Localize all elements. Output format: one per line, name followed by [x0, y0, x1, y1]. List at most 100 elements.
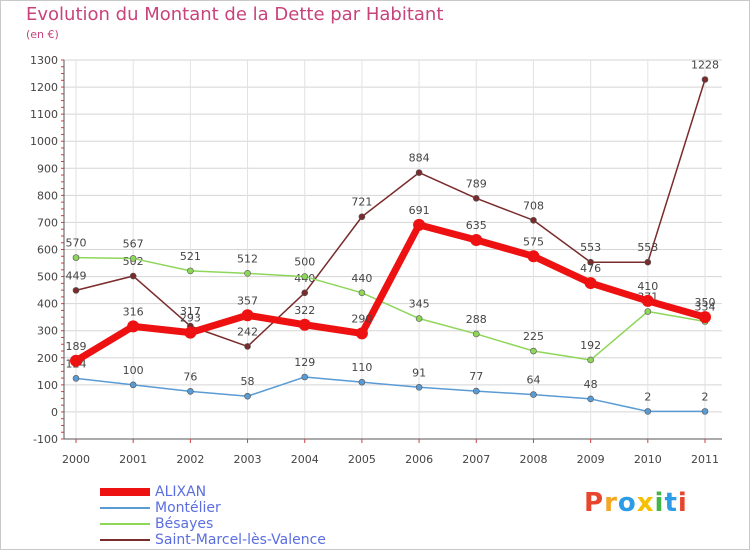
- y-tick-label: 500: [37, 271, 58, 284]
- data-label: 708: [523, 199, 544, 212]
- y-tick-label: 1100: [30, 108, 58, 121]
- chart-title: Evolution du Montant de la Dette par Hab…: [26, 4, 444, 25]
- data-label: 440: [351, 272, 372, 285]
- data-point: [472, 387, 480, 395]
- data-point: [72, 287, 80, 294]
- data-point: [587, 258, 594, 266]
- data-point: [127, 320, 140, 333]
- data-point: [415, 383, 423, 391]
- y-tick-label: 300: [37, 325, 58, 338]
- data-label: 129: [294, 356, 315, 369]
- data-label: 317: [180, 305, 201, 318]
- data-label: 242: [237, 325, 258, 338]
- data-label: 691: [409, 204, 430, 217]
- data-point: [355, 327, 368, 340]
- x-tick-label: 2008: [519, 453, 547, 466]
- y-tick-label: 1000: [30, 135, 58, 148]
- data-point: [187, 267, 194, 275]
- data-label: 553: [580, 241, 601, 254]
- data-label: 350: [695, 296, 716, 309]
- data-label: 635: [466, 219, 487, 232]
- data-label: 77: [469, 370, 483, 383]
- data-point: [129, 272, 137, 280]
- x-tick-label: 2002: [176, 453, 204, 466]
- line-chart: -100 0 100 200 300 400 500 600 700 800 900 1000 1100…: [30, 54, 722, 466]
- legend-label: Saint-Marcel-lès-Valence: [155, 532, 326, 548]
- data-point: [699, 311, 711, 324]
- logo-letter: t: [664, 488, 678, 518]
- data-point: [587, 356, 594, 364]
- y-tick-label: -100: [33, 433, 58, 446]
- data-point: [301, 273, 309, 280]
- x-tick-label: 2009: [577, 453, 605, 466]
- data-label: 290: [351, 312, 372, 325]
- y-tick-label: 700: [37, 216, 58, 229]
- data-point: [72, 254, 80, 261]
- data-label: 76: [183, 370, 197, 383]
- data-point: [298, 318, 311, 331]
- data-label: 48: [584, 378, 598, 391]
- data-point: [530, 391, 537, 398]
- data-label: 2: [644, 390, 651, 403]
- y-tick-label: 200: [37, 352, 58, 365]
- data-label: 192: [580, 339, 601, 352]
- series-line: [75, 256, 706, 361]
- x-tick-label: 2004: [291, 453, 319, 466]
- data-label: 721: [351, 196, 372, 209]
- legend-label: Bésayes: [155, 516, 214, 532]
- data-label: 789: [466, 177, 487, 190]
- data-point: [472, 195, 480, 202]
- legend-swatch: [100, 507, 150, 509]
- data-point: [70, 354, 82, 367]
- data-label: 189: [66, 340, 87, 353]
- x-tick-label: 2010: [634, 453, 662, 466]
- data-point: [587, 395, 594, 403]
- series-line: [75, 376, 705, 413]
- data-point: [358, 213, 366, 221]
- y-tick-label: 400: [37, 298, 58, 311]
- x-tick-label: 2007: [462, 453, 490, 466]
- data-label: 64: [526, 374, 540, 387]
- data-point: [641, 294, 654, 307]
- data-point: [358, 289, 366, 297]
- data-label: 521: [180, 250, 201, 263]
- data-point: [244, 343, 251, 350]
- data-point: [527, 250, 540, 263]
- logo-letter: i: [677, 488, 688, 518]
- data-label: 476: [580, 262, 601, 275]
- x-tick-label: 2001: [119, 453, 147, 466]
- data-label: 345: [409, 298, 430, 311]
- data-label: 567: [123, 237, 144, 250]
- data-label: 357: [237, 294, 258, 307]
- data-point: [244, 392, 251, 400]
- data-point: [301, 289, 309, 297]
- logo-letter: P: [584, 488, 605, 518]
- data-point: [470, 234, 483, 247]
- data-label: 575: [523, 235, 544, 248]
- data-point: [530, 216, 537, 224]
- logo-letter: r: [604, 488, 618, 518]
- y-tick-label: 0: [51, 406, 58, 419]
- data-point: [72, 375, 80, 382]
- x-tick-label: 2003: [234, 453, 262, 466]
- legend-label: Montélier: [155, 500, 221, 516]
- data-point: [584, 277, 597, 290]
- y-tick-label: 1300: [30, 54, 58, 67]
- proxiti-logo: Proxiti: [584, 488, 688, 518]
- data-point: [241, 309, 254, 322]
- data-label: 110: [351, 361, 372, 374]
- data-point: [415, 169, 423, 176]
- legend-swatch: [100, 488, 150, 496]
- data-label: 2: [702, 390, 709, 403]
- data-point: [358, 378, 366, 386]
- data-label: 512: [237, 252, 258, 265]
- data-point: [301, 373, 309, 381]
- chart-subtitle: (en €): [26, 28, 59, 41]
- data-label: 410: [637, 280, 658, 293]
- legend-label: ALIXAN: [155, 484, 207, 500]
- data-label: 322: [294, 304, 315, 317]
- data-label: 500: [294, 256, 315, 269]
- data-point: [129, 381, 137, 389]
- series-line: [74, 221, 706, 364]
- data-label: 449: [66, 269, 87, 282]
